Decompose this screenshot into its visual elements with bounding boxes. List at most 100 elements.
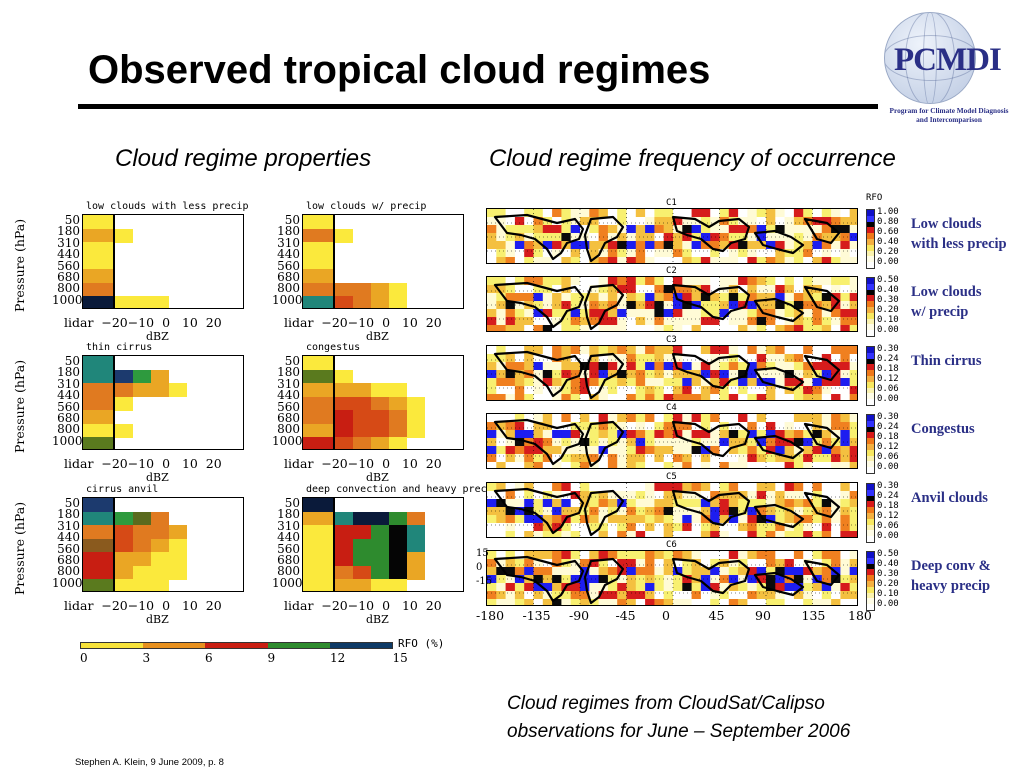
map-colorbar [866,483,875,543]
colorbar-tick: 9 [267,651,276,665]
longitude-tick: 90 [755,608,771,623]
histogram-cell [83,228,113,243]
x-unit-label: dBZ [146,330,169,343]
map-colorbar-swatch [867,495,874,502]
x-tick-labels: lidar −20−10 0 10 20 [284,456,442,471]
histogram-plot [82,214,244,309]
lidar-divider [113,215,115,308]
histogram-cell [115,423,133,438]
map-colorbar-swatch [867,426,874,433]
histogram-cell [83,579,113,591]
map-colorbar-swatch [867,312,874,319]
histogram-cell [303,296,333,308]
histogram-cell [353,579,371,591]
map-colorbar-swatch [867,295,874,302]
histogram-cell [133,383,151,397]
histogram-cell [335,282,353,297]
histogram-cell [371,552,389,566]
histogram-cell [389,552,407,566]
histogram-cell [335,538,353,553]
histogram-cell [83,356,113,370]
colorbar-tick: 0 [80,651,88,665]
colorbar-label: RFO (%) [398,637,445,650]
histogram-cell [303,369,333,384]
map-colorbar-ticks: 0.50 0.40 0.30 0.20 0.10 0.00 [877,275,899,335]
map-panel-label: C4 [666,403,677,413]
map-colorbar-swatch [867,324,874,331]
histogram-cell [303,511,333,526]
histogram-cell [303,423,333,438]
histogram-cell [407,511,425,526]
map-colorbar-title: RFO [866,193,883,203]
map-colorbar-swatch [867,244,874,251]
latitude-tick: 15 [476,548,489,559]
pressure-ticks: 50 180 310 440 560 680 800 1000 [52,213,83,307]
map-panel-label: C2 [666,266,677,276]
slide-title: Observed tropical cloud regimes [88,48,711,92]
map-colorbar-swatch [867,393,874,400]
rfo-map [486,413,858,469]
map-colorbar-swatch [867,375,874,382]
map-colorbar-swatch [867,530,874,537]
map-colorbar-swatch [867,438,874,444]
x-unit-label: dBZ [146,471,169,484]
histogram-cell [151,369,169,384]
colorbar-tick: 3 [142,651,151,665]
histogram-cell [115,538,133,553]
histogram-cell [335,525,353,539]
rfo-map [486,208,858,264]
histogram-cell [303,525,333,539]
histogram-cell [371,511,389,526]
map-colorbar-swatch [867,420,874,427]
rfo-map [486,482,858,538]
histogram-cell [83,410,113,424]
histogram-cell [353,437,371,449]
histogram-cell [133,369,151,384]
histogram-cell [371,282,389,297]
map-colorbar-swatch [867,238,874,245]
x-tick-labels: lidar −20−10 0 10 20 [64,315,222,330]
histogram-cell [303,383,333,397]
histogram-cell [115,383,133,397]
map-colorbar-swatch [867,278,874,284]
histogram-cell [335,383,353,397]
map-colorbar-swatch [867,233,874,239]
map-colorbar-swatch [867,381,874,388]
map-colorbar-ticks: 0.30 0.24 0.18 0.12 0.06 0.00 [877,344,899,404]
histogram-cell [303,255,333,270]
histogram-cell [83,538,113,553]
map-colorbar-swatch [867,557,874,564]
histogram-cell [389,565,407,580]
x-unit-label: dBZ [366,330,389,343]
lidar-divider [113,356,115,449]
histogram-cell [83,525,113,539]
map-colorbar-swatch [867,227,874,234]
regime-name: Congestus [911,421,975,437]
map-colorbar-swatch [867,449,874,456]
map-colorbar-swatch [867,283,874,290]
map-colorbar-swatch [867,563,874,570]
map-colorbar-swatch [867,370,874,376]
histogram-cell [303,410,333,424]
histogram-cell [371,538,389,553]
map-colorbar-swatch [867,215,874,222]
map-colorbar-swatch [867,580,874,587]
histogram-cell [389,579,407,591]
colorbar-tick: 15 [392,651,408,665]
histogram-cell [353,552,371,566]
histogram-cell [353,538,371,553]
histogram-cell [371,437,389,449]
right-heading: Cloud regime frequency of occurrence [489,145,896,172]
histogram-plot [302,355,464,450]
pcmdi-logo: PCMDI Program for Climate Model Diagnosi… [878,8,1018,128]
y-axis-label: Pressure (hPa) [12,218,27,312]
regime-name: Low clouds with less precip [911,216,1007,252]
histogram-plot [302,214,464,309]
histogram-plot [82,355,244,450]
lidar-divider [333,215,335,308]
rfo-map [486,276,858,332]
latitude-tick: 0 [476,562,483,573]
histogram-cell [83,242,113,256]
globe-icon [884,12,976,104]
map-colorbar-swatch [867,586,874,593]
